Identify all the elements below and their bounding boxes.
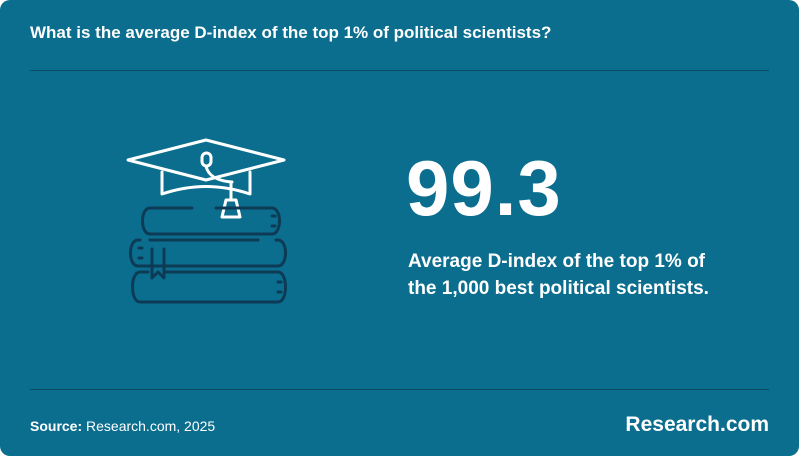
stat-description: Average D-index of the top 1% of the 1,0… (408, 248, 778, 302)
source-label: Source: (30, 418, 83, 434)
source-text: Research.com, 2025 (82, 418, 216, 434)
source-citation: Source: Research.com, 2025 (30, 417, 215, 435)
page-title: What is the average D-index of the top 1… (30, 23, 552, 42)
graduation-cap-books-icon (126, 138, 287, 304)
graduation-cap-icon (126, 138, 286, 219)
bottom-divider (30, 389, 769, 390)
stat-description-line-2: the 1,000 best political scientists. (408, 278, 709, 299)
stat-value: 99.3 (406, 144, 562, 232)
books-stack-icon (129, 206, 287, 304)
top-divider (30, 70, 769, 71)
stat-description-line-1: Average D-index of the top 1% of (408, 251, 705, 272)
brand-logo: Research.com (625, 413, 769, 436)
